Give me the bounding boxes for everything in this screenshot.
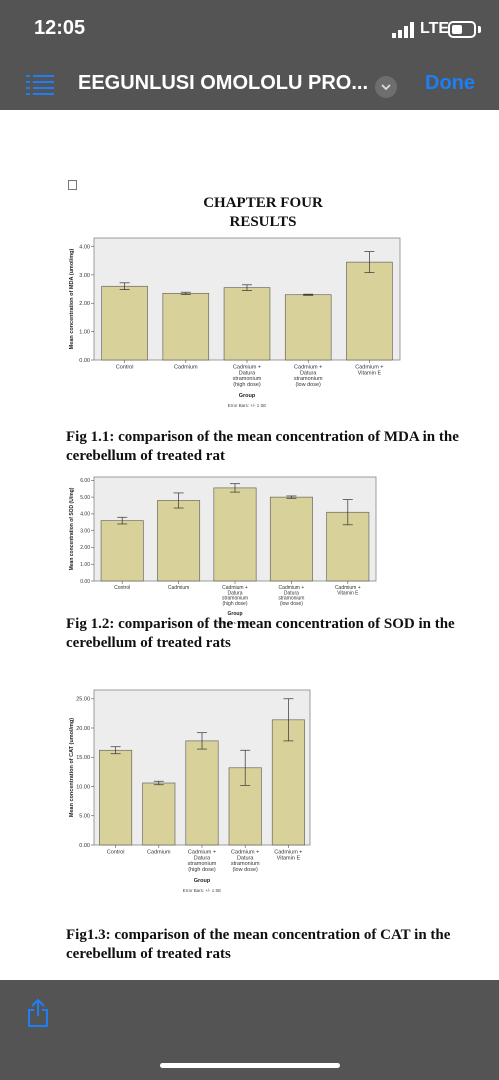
outline-list-icon[interactable] [26, 74, 54, 98]
status-time: 12:05 [34, 17, 86, 39]
x-tick-label: Control [116, 365, 134, 371]
y-tick-label: 6.00 [80, 478, 90, 484]
x-tick-label: Cadmium [174, 365, 198, 371]
y-tick-label: 1.00 [80, 562, 90, 568]
y-tick-label: 5.00 [80, 495, 90, 501]
x-tick-label: Control [107, 850, 125, 856]
x-tick-label: Control [114, 585, 130, 591]
y-tick-label: 3.00 [80, 528, 90, 534]
y-tick-label: 4.00 [80, 512, 90, 518]
x-tick-label: Cadmium + Datura stramonium (low dose) [278, 585, 304, 607]
y-tick-label: 20.00 [76, 726, 90, 732]
chapter-title: CHAPTER FOUR [203, 195, 323, 211]
x-tick-label: Cadmium + Vitamin E [335, 585, 361, 596]
bar [326, 511, 370, 582]
bar [346, 261, 393, 361]
bar [157, 500, 201, 582]
x-axis-label: Group [228, 611, 243, 617]
nav-bar: EEGUNLUSI OMOLOLU PRO... Done [0, 60, 499, 110]
x-tick-label: Cadmium + Datura stramonium (high dose) [233, 365, 262, 388]
chart-svg: 0.00 1.00 2.00 3.00 4.00 5.00 6.00 Mean concent… [69, 476, 377, 625]
bar [99, 749, 133, 846]
y-tick-label: 10.00 [76, 784, 90, 790]
document-page: CHAPTER FOUR RESULTS 0.00 1.00 2.00 3.00 4.0… [0, 110, 499, 980]
battery-icon [448, 21, 476, 38]
bar [100, 520, 144, 582]
status-bar: 12:05 LTE [0, 0, 499, 60]
figure-caption-cat: Fig1.3: comparison of the mean concentra… [66, 927, 451, 962]
y-tick-label: 2.00 [80, 545, 90, 551]
checkbox[interactable] [68, 180, 77, 190]
y-tick-label: 1.00 [79, 330, 90, 336]
error-bar-note: Error Bars: +/- 1 SE [183, 888, 222, 893]
error-bar-note: Error Bars: +/- 1 SE [228, 403, 267, 408]
bar [284, 294, 332, 361]
bar [223, 287, 271, 361]
x-tick-label: Cadmium [168, 585, 189, 591]
y-tick-label: 5.00 [79, 814, 90, 820]
figure-caption-mda: Fig 1.1: comparison of the mean concentr… [66, 429, 459, 464]
bar [185, 740, 219, 846]
x-tick-label: Cadmium + Datura stramonium (low dose) [294, 365, 323, 388]
network-type: LTE [420, 20, 450, 37]
bar [142, 782, 176, 846]
x-tick-label: Cadmium + Datura stramonium (high dose) [188, 850, 217, 873]
y-axis-label: Mean concentration of MDA (umol/mg) [69, 249, 75, 350]
chevron-down-icon [381, 83, 391, 90]
y-tick-label: 0.00 [80, 579, 90, 585]
battery-tip [478, 26, 481, 33]
x-tick-label: Cadmium + Vitamin E [274, 850, 302, 862]
x-tick-label: Cadmium + Datura stramonium (low dose) [231, 850, 260, 873]
done-button[interactable]: Done [425, 72, 475, 94]
x-tick-label: Cadmium + Datura stramonium (high dose) [222, 585, 248, 607]
x-axis-label: Group [194, 878, 211, 884]
document-title[interactable]: EEGUNLUSI OMOLOLU PRO... [78, 72, 369, 94]
signal-strength-icon [392, 22, 414, 38]
title-dropdown-button[interactable] [375, 76, 397, 98]
bar [269, 496, 313, 582]
y-axis-label: Mean concentration of CAT (umol/mg) [69, 718, 75, 817]
y-tick-label: 25.00 [76, 697, 90, 703]
figure-caption-sod: Fig 1.2: comparison of the mean concentr… [66, 616, 455, 651]
bar [162, 293, 210, 361]
chapter-subtitle: RESULTS [229, 214, 297, 230]
y-tick-label: 3.00 [79, 273, 90, 279]
x-tick-label: Cadmium [147, 850, 171, 856]
y-tick-label: 4.00 [79, 244, 90, 250]
x-axis-label: Group [239, 393, 256, 399]
bar [213, 487, 257, 582]
share-icon[interactable] [26, 998, 50, 1028]
x-tick-label: Cadmium + Vitamin E [355, 365, 383, 377]
chapter-heading: CHAPTER FOUR RESULTS [150, 194, 376, 232]
mda-bar-chart: 0.00 1.00 2.00 3.00 4.00 Mean concentration o… [64, 237, 408, 408]
y-axis-label: Mean concentration of SOD (U/mg) [69, 487, 75, 570]
bottom-toolbar [0, 980, 499, 1080]
y-tick-label: 15.00 [76, 755, 90, 761]
chart-svg: 0.00 5.00 10.00 15.00 20.00 25.00 Mean concent… [69, 689, 311, 893]
error-bar-note: Error Bars: +/- 1 SE [217, 620, 252, 625]
y-tick-label: 0.00 [79, 358, 90, 364]
cat-bar-chart: 0.00 5.00 10.00 15.00 20.00 25.00 Mean concent… [64, 689, 312, 905]
bar [101, 285, 148, 361]
home-indicator[interactable] [160, 1063, 340, 1068]
y-tick-label: 2.00 [79, 301, 90, 307]
sod-bar-chart: 0.00 1.00 2.00 3.00 4.00 5.00 6.00 Mean concent… [64, 476, 380, 627]
y-tick-label: 0.00 [79, 843, 90, 849]
chart-svg: 0.00 1.00 2.00 3.00 4.00 Mean concentration o… [69, 237, 401, 408]
